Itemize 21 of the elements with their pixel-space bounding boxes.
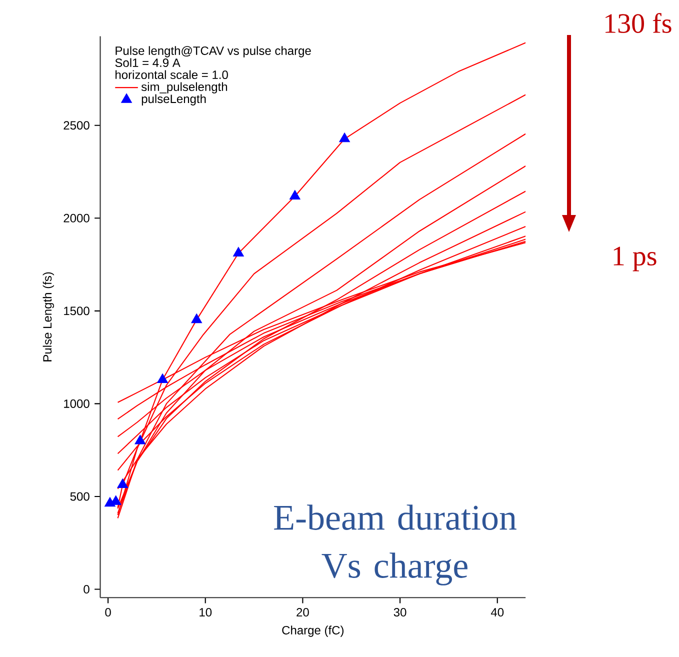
legend-label: pulseLength	[142, 94, 206, 106]
x-tick-label: 30	[394, 608, 406, 617]
x-tick-label: 10	[200, 608, 212, 617]
y-tick-label: 500	[70, 492, 90, 501]
y-tick-label: 2000	[64, 214, 90, 222]
legend-title: Pulse length@TCAV vs pulse charge	[116, 46, 311, 58]
annotation: Sol1 = 4.9 A	[115, 58, 180, 68]
x-tick-label: 40	[490, 608, 504, 617]
x-axis-title: Charge (fC)	[282, 626, 344, 637]
annotation: E-beam duration Vs charge	[274, 504, 516, 586]
y-tick-label: 0	[84, 585, 90, 594]
x-tick-label: 20	[296, 608, 309, 617]
x-tick-label: 0	[105, 608, 111, 617]
text: 1 ps	[614, 246, 656, 272]
y-axis-title: Pulse Length (fs)	[42, 272, 54, 362]
annotation: horizontal scale = 1.0	[116, 70, 228, 80]
y-tick-label: 1500	[64, 306, 90, 316]
legend-label: sim_pulselength	[141, 82, 228, 94]
y-tick-label: 2500	[64, 121, 90, 130]
text: 130 fs	[606, 12, 672, 33]
y-tick-label: 1000	[64, 399, 90, 408]
